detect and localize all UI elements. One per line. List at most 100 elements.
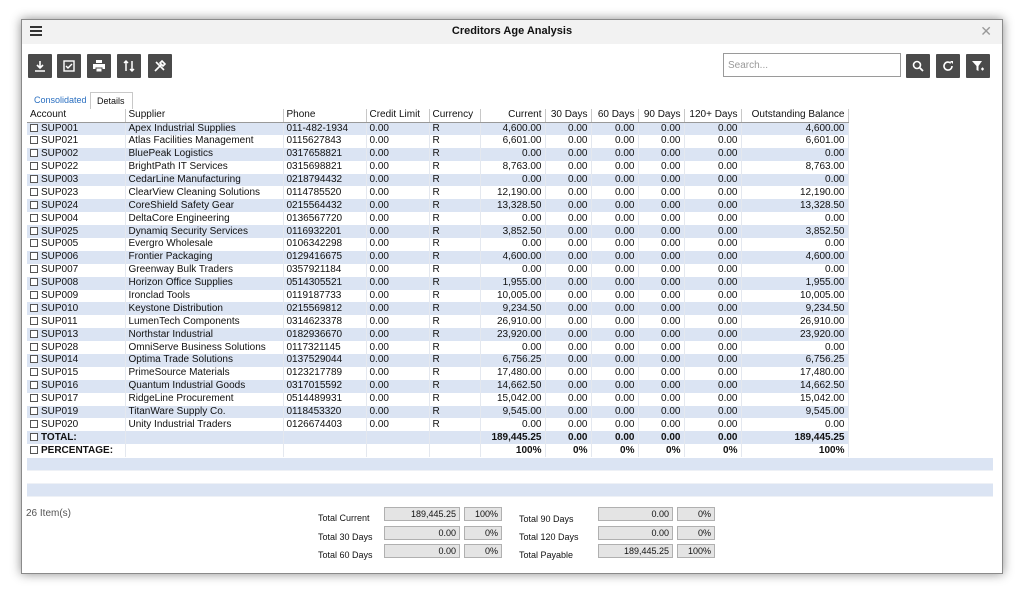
column-header-outstanding-balance[interactable]: Outstanding Balance [741,109,849,123]
row-checkbox[interactable] [30,123,38,132]
table-row[interactable]: SUP015 PrimeSource Materials 0123217789 0.0… [27,366,849,380]
table-row[interactable]: SUP001 Apex Industrial Supplies 011-482-19… [27,122,849,135]
select-all-button[interactable] [57,54,81,78]
filter-icon [972,61,984,71]
cell-60-days: 0.00 [591,366,639,380]
tab-consolidated[interactable]: Consolidated [28,92,88,109]
column-header-currency[interactable]: Currency [429,109,481,123]
table-row[interactable]: SUP016 Quantum Industrial Goods 0317015592… [27,379,849,393]
table-row[interactable]: SUP004 DeltaCore Engineering 0136567720 0.0… [27,212,849,226]
table-row[interactable]: SUP014 Optima Trade Solutions 0137529044 0.… [27,354,849,367]
column-header-credit-limit[interactable]: Credit Limit [366,109,430,123]
row-checkbox[interactable] [30,149,38,158]
row-checkbox[interactable] [30,252,38,261]
table-row[interactable]: SUP021 Atlas Facilities Management 0115627… [27,134,849,148]
cell-30-days: 0.00 [545,212,592,226]
table-row[interactable]: SUP008 Horizon Office Supplies 0514305521 0… [27,276,849,290]
item-count: 26 Item(s) [26,508,72,519]
row-checkbox[interactable] [30,162,38,171]
row-checkbox[interactable] [30,316,38,325]
row-checkbox[interactable] [30,445,38,454]
row-checkbox[interactable] [30,239,38,248]
column-header-120-days[interactable]: 120+ Days [684,109,742,123]
refresh-button[interactable] [936,54,960,78]
row-checkbox[interactable] [30,278,38,287]
table-row[interactable]: SUP002 BluePeak Logistics 0317658821 0.00 R 0… [27,147,849,161]
table-row[interactable]: SUP011 LumenTech Components 0314623378 0.00… [27,315,849,329]
cell-account: SUP020 [27,418,126,432]
cell-text: SUP014 [41,354,79,366]
table-row[interactable]: SUP023 ClearView Cleaning Solutions 011478… [27,186,849,200]
column-header-60-days[interactable]: 60 Days [591,109,639,123]
row-checkbox[interactable] [30,187,38,196]
column-header-30-days[interactable]: 30 Days [545,109,592,123]
table-row[interactable]: SUP013 Northstar Industrial 0182936670 0.00… [27,328,849,342]
column-header-account[interactable]: Account [27,109,126,123]
row-checkbox[interactable] [30,303,38,312]
table-row[interactable]: SUP024 CoreShield Safety Gear 0215564432 0.… [27,199,849,213]
table-row[interactable]: SUP020 Unity Industrial Traders 0126674403… [27,418,849,432]
creditors-grid: Account Supplier Phone Credit Limit Curr… [27,109,993,501]
cell-120-days: 0.00 [684,354,742,367]
row-checkbox[interactable] [30,226,38,235]
close-icon[interactable]: ✕ [980,23,992,39]
cell-currency: R [429,173,481,187]
table-row[interactable]: SUP009 Ironclad Tools 0119187733 0.00 R 10,00… [27,289,849,303]
table-row[interactable]: SUP007 Greenway Bulk Traders 0357921184 0.0… [27,263,849,277]
row-checkbox[interactable] [30,213,38,222]
download-button[interactable] [28,54,52,78]
row-checkbox[interactable] [30,419,38,428]
filter-button[interactable] [966,54,990,78]
table-row[interactable]: SUP006 Frontier Packaging 0129416675 0.00 R 4… [27,250,849,264]
table-row[interactable]: SUP003 CedarLine Manufacturing 0218794432 0… [27,173,849,187]
search-input[interactable] [723,53,901,77]
cell-phone: 0218794432 [283,173,367,187]
tools-button[interactable] [148,54,172,78]
row-checkbox[interactable] [30,407,38,416]
column-header-phone[interactable]: Phone [283,109,367,123]
table-row[interactable]: SUP022 BrightPath IT Services 0315698821 0.… [27,160,849,174]
table-row[interactable]: SUP010 Keystone Distribution 0215569812 0.0… [27,302,849,316]
table-row[interactable]: SUP025 Dynamiq Security Services 011693220… [27,225,849,239]
cell-phone: 0115627843 [283,134,367,148]
table-row[interactable]: SUP028 OmniServe Business Solutions 011732… [27,341,849,355]
cell-60-days: 0.00 [591,173,639,187]
cell-120-days: 0.00 [684,405,742,419]
print-button[interactable] [87,54,111,78]
column-header-current[interactable]: Current [480,109,546,123]
search-button[interactable] [906,54,930,78]
column-header-supplier[interactable]: Supplier [125,109,284,123]
row-checkbox[interactable] [30,329,38,338]
row-checkbox[interactable] [30,355,38,364]
row-checkbox[interactable] [30,175,38,183]
row-checkbox[interactable] [30,291,38,300]
cell-phone: 0215564432 [283,199,367,213]
cell-supplier: BluePeak Logistics [125,147,284,161]
percentage-row[interactable]: PERCENTAGE: 100% 0% 0% 0% 0% 100% [27,444,849,458]
cell-outstanding-balance: 0.00 [741,418,849,432]
cell-current: 100% [480,444,546,458]
hamburger-menu-icon[interactable] [30,26,42,38]
sort-button[interactable] [117,54,141,78]
row-checkbox[interactable] [30,342,38,351]
total-row[interactable]: TOTAL: 189,445.25 0.00 0.00 0.00 0.00 189,445.… [27,431,849,445]
table-row[interactable]: SUP019 TitanWare Supply Co. 0118453320 0.00… [27,405,849,419]
row-checkbox[interactable] [30,200,38,209]
row-checkbox[interactable] [30,368,38,377]
cell-currency: R [429,212,481,226]
cell-phone: 0314623378 [283,315,367,329]
row-checkbox[interactable] [30,394,38,403]
row-checkbox[interactable] [30,265,38,274]
tab-details[interactable]: Details [90,92,133,109]
cell-supplier: DeltaCore Engineering [125,212,284,226]
table-row[interactable]: SUP017 RidgeLine Procurement 0514489931 0.0… [27,392,849,406]
table-row[interactable]: SUP005 Evergro Wholesale 0106342298 0.00 R 0.… [27,238,849,251]
cell-current: 12,190.00 [480,186,546,200]
row-checkbox[interactable] [30,381,38,390]
row-checkbox[interactable] [30,136,38,145]
total-current-label: Total Current [318,513,370,523]
row-checkbox[interactable] [30,432,38,441]
cell-outstanding-balance: 100% [741,444,849,458]
cell-credit-limit: 0.00 [366,289,430,303]
column-header-90-days[interactable]: 90 Days [638,109,685,123]
